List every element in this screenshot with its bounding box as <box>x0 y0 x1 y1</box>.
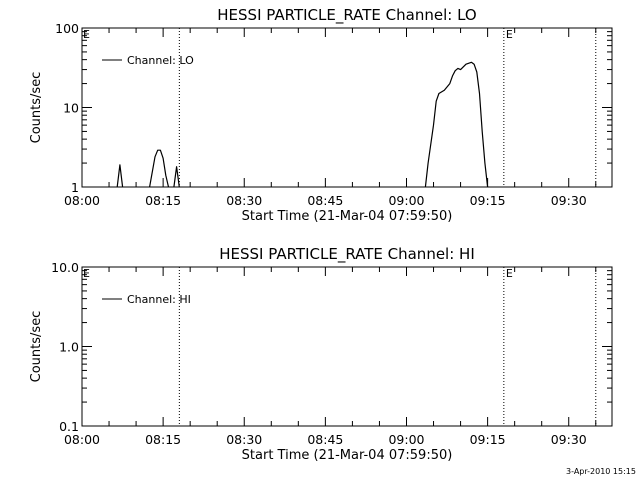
x-tick-label: 08:30 <box>226 193 262 208</box>
chart-title: HESSI PARTICLE_RATE Channel: LO <box>217 6 476 25</box>
series-line <box>116 164 124 188</box>
chart-panel-1: HESSI PARTICLE_RATE Channel: LO 08:00 08:1… <box>29 6 613 224</box>
y-tick-label: 10.0 <box>51 260 79 275</box>
x-axis-label: Start Time (21-Mar-04 07:59:50) <box>242 209 453 224</box>
y-axis-label: Counts/sec <box>29 72 44 144</box>
series-line <box>173 166 180 188</box>
x-tick-label: 09:30 <box>551 432 587 447</box>
y-tick-label: 1.0 <box>59 340 79 355</box>
x-tick-label: 09:15 <box>470 193 506 208</box>
y-tick-label: 0.1 <box>59 419 79 434</box>
legend-entry: Channel: HI <box>127 293 191 306</box>
y-tick-label: 100 <box>55 21 79 36</box>
x-tick-label: 08:15 <box>145 432 181 447</box>
x-tick-label: 08:15 <box>145 193 181 208</box>
x-tick-label: 09:00 <box>388 193 424 208</box>
time-marker-flag: E <box>506 267 513 280</box>
chart-title: HESSI PARTICLE_RATE Channel: HI <box>219 245 475 264</box>
x-tick-label: 08:00 <box>64 432 100 447</box>
x-tick-label: 08:30 <box>226 432 262 447</box>
plot-frame <box>81 266 613 427</box>
y-tick-label: 10 <box>63 101 79 116</box>
legend-entry: Channel: LO <box>127 54 194 67</box>
y-tick-label: 1 <box>71 180 79 195</box>
x-tick-label: 08:45 <box>307 432 343 447</box>
series-line <box>149 149 170 188</box>
plot-frame <box>81 27 613 188</box>
x-axis-label: Start Time (21-Mar-04 07:59:50) <box>242 448 453 463</box>
x-tick-label: 09:15 <box>470 432 506 447</box>
x-tick-label: 09:00 <box>388 432 424 447</box>
corner-flag: E <box>83 28 90 41</box>
series-line <box>424 61 489 188</box>
time-marker-flag: E <box>506 28 513 41</box>
chart-panel-2: HESSI PARTICLE_RATE Channel: HI 08:00 08:1… <box>29 245 613 463</box>
footer-timestamp: 3-Apr-2010 15:15 <box>566 467 636 476</box>
corner-flag: E <box>83 267 90 280</box>
y-axis-label: Counts/sec <box>29 311 44 383</box>
x-tick-label: 09:30 <box>551 193 587 208</box>
x-tick-label: 08:45 <box>307 193 343 208</box>
x-tick-label: 08:00 <box>64 193 100 208</box>
